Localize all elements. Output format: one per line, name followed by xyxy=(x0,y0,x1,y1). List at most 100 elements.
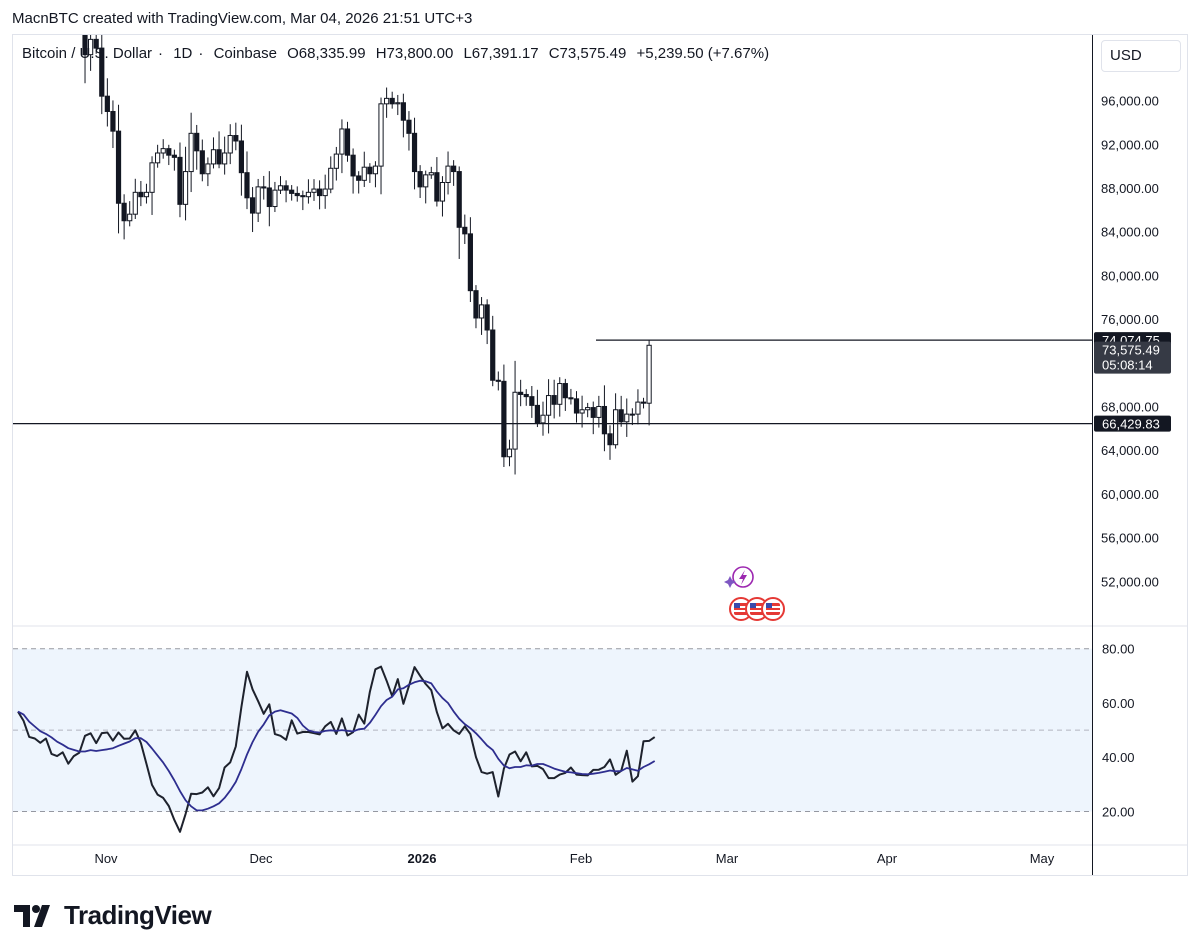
candle[interactable] xyxy=(316,180,323,210)
candle[interactable] xyxy=(99,33,105,115)
candle[interactable] xyxy=(456,166,462,259)
candle[interactable] xyxy=(66,0,70,1)
candle[interactable] xyxy=(182,146,189,221)
candle[interactable] xyxy=(411,117,418,190)
candle[interactable] xyxy=(171,149,177,171)
candle[interactable] xyxy=(121,194,127,240)
candle[interactable] xyxy=(590,401,596,435)
candle[interactable] xyxy=(132,178,138,219)
candle[interactable] xyxy=(328,156,334,194)
candle[interactable] xyxy=(534,389,541,428)
candle[interactable] xyxy=(406,111,412,151)
candle[interactable] xyxy=(423,170,429,204)
candle[interactable] xyxy=(222,136,228,175)
candle[interactable] xyxy=(462,214,468,245)
candle[interactable] xyxy=(344,121,351,162)
candle[interactable] xyxy=(495,371,501,391)
candle[interactable] xyxy=(428,166,434,179)
candle[interactable] xyxy=(255,178,261,223)
candle[interactable] xyxy=(635,389,641,425)
candle[interactable] xyxy=(227,124,233,165)
candles-group[interactable] xyxy=(16,0,652,475)
candle[interactable] xyxy=(451,160,457,186)
candle[interactable] xyxy=(177,142,183,218)
candle[interactable] xyxy=(417,165,423,199)
lightning-event-icon[interactable] xyxy=(724,566,754,588)
candle[interactable] xyxy=(205,157,211,187)
candle[interactable] xyxy=(294,186,300,202)
candle[interactable] xyxy=(155,144,161,168)
candle[interactable] xyxy=(389,91,395,109)
candle[interactable] xyxy=(143,183,150,204)
candle[interactable] xyxy=(540,401,546,436)
candle[interactable] xyxy=(367,163,373,183)
candle[interactable] xyxy=(579,395,585,428)
symbol-name[interactable]: Bitcoin / U.S. Dollar xyxy=(22,45,153,62)
candle[interactable] xyxy=(77,0,81,20)
candle[interactable] xyxy=(629,408,635,426)
candle[interactable] xyxy=(261,175,267,200)
candle[interactable] xyxy=(356,171,362,194)
candle[interactable] xyxy=(188,112,194,193)
currency-button[interactable]: USD xyxy=(1101,40,1181,72)
candle[interactable] xyxy=(322,174,328,209)
candle[interactable] xyxy=(333,146,339,181)
candle[interactable] xyxy=(607,425,613,460)
candle[interactable] xyxy=(568,388,574,405)
event-icons[interactable] xyxy=(724,566,785,621)
candle[interactable] xyxy=(110,100,116,149)
candle[interactable] xyxy=(199,139,205,182)
candle[interactable] xyxy=(283,180,289,203)
candle[interactable] xyxy=(640,397,647,409)
candle[interactable] xyxy=(311,179,317,201)
candle[interactable] xyxy=(361,151,367,187)
candle[interactable] xyxy=(300,190,306,211)
candle[interactable] xyxy=(277,176,284,194)
candle[interactable] xyxy=(512,360,518,475)
candle[interactable] xyxy=(249,187,256,233)
rsi-lines-group[interactable] xyxy=(17,665,656,833)
candle[interactable] xyxy=(596,395,602,428)
candle[interactable] xyxy=(149,156,155,215)
horizontal-lines-group[interactable] xyxy=(13,339,1092,425)
candle[interactable] xyxy=(384,87,390,118)
candle[interactable] xyxy=(624,398,630,437)
candle[interactable] xyxy=(378,97,384,195)
candle[interactable] xyxy=(501,364,507,467)
candle[interactable] xyxy=(434,157,440,207)
candle[interactable] xyxy=(266,171,272,227)
candle[interactable] xyxy=(233,122,239,151)
candle[interactable] xyxy=(93,25,99,54)
candle[interactable] xyxy=(484,299,490,345)
candle[interactable] xyxy=(467,217,473,302)
candle[interactable] xyxy=(473,285,479,329)
candle[interactable] xyxy=(523,389,529,406)
candle[interactable] xyxy=(138,180,144,207)
rsi-line[interactable] xyxy=(17,665,656,833)
rsi-axis-ticks[interactable]: 20.00 40.00 60.00 80.00 xyxy=(1102,642,1135,820)
symbol-info-legend[interactable]: Bitcoin / U.S. Dollar · 1D · Coinbase O68,… xyxy=(22,45,770,62)
candle[interactable] xyxy=(646,340,652,426)
candle[interactable] xyxy=(289,185,295,201)
candle[interactable] xyxy=(272,181,278,213)
candle[interactable] xyxy=(490,315,496,387)
candle[interactable] xyxy=(372,161,379,188)
candle[interactable] xyxy=(160,139,166,159)
tradingview-logo[interactable]: TradingView xyxy=(14,900,212,931)
candle[interactable] xyxy=(238,124,245,196)
candle[interactable] xyxy=(127,201,133,227)
candle[interactable] xyxy=(400,93,406,138)
candle[interactable] xyxy=(445,151,451,195)
candle[interactable] xyxy=(557,377,563,417)
candle[interactable] xyxy=(166,144,172,166)
candle[interactable] xyxy=(585,402,591,418)
symbol-interval[interactable]: 1D xyxy=(173,45,193,62)
candle[interactable] xyxy=(439,176,446,217)
candle[interactable] xyxy=(72,0,76,1)
candle[interactable] xyxy=(350,148,356,194)
candle[interactable] xyxy=(194,124,200,170)
candle[interactable] xyxy=(612,393,619,449)
candle[interactable] xyxy=(104,78,110,127)
candle[interactable] xyxy=(506,439,513,467)
